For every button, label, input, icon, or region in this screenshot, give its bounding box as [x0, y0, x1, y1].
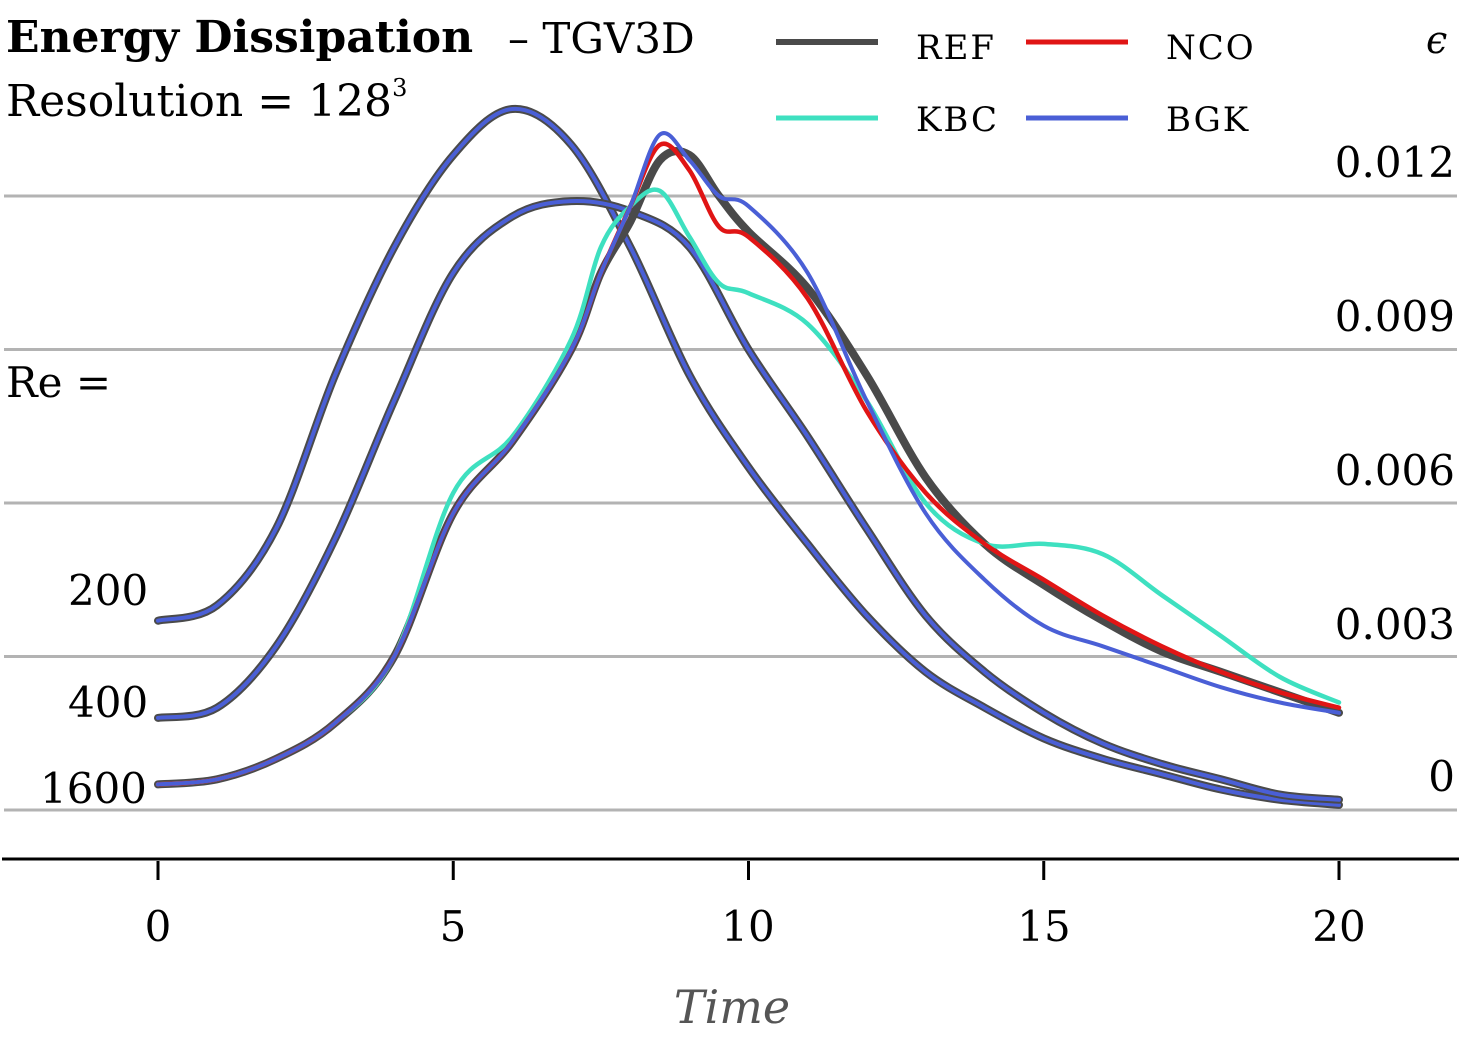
- chart-subtitle: Resolution = 1283: [6, 74, 407, 127]
- x-tick-label-20: 20: [1312, 902, 1366, 951]
- series-ref-re-200: [154, 104, 1343, 809]
- y-tick-label-0.006: 0.006: [1334, 446, 1455, 495]
- chart-title: Energy Dissipation: [6, 12, 474, 63]
- x-tick-label-10: 10: [721, 902, 775, 951]
- y-tick-label-0.003: 0.003: [1334, 600, 1455, 649]
- subtitle-text: Resolution = 128: [6, 76, 393, 127]
- legend-label-kbc: KBC: [916, 100, 1000, 140]
- legend-label-bgk: BGK: [1166, 100, 1251, 140]
- series-lines: [154, 104, 1343, 809]
- chart-title-suffix: – TGV3D: [508, 14, 695, 63]
- series-bgk-re-200: [156, 106, 1341, 807]
- grid-lines: [4, 194, 1457, 812]
- x-tick-label-0: 0: [144, 902, 172, 951]
- x-axis: [2, 857, 1459, 880]
- re-value-400: 400: [68, 678, 149, 727]
- subtitle-exponent: 3: [392, 74, 408, 102]
- x-tick-label-15: 15: [1017, 902, 1071, 951]
- legend-label-nco: NCO: [1166, 28, 1256, 68]
- y-tick-label-0: 0: [1428, 752, 1455, 801]
- x-tick-label-5: 5: [439, 902, 467, 951]
- series-bgk-re-1600: [156, 131, 1341, 787]
- legend-label-ref: REF: [916, 28, 997, 68]
- legend-swatches: [776, 39, 1128, 121]
- y-tick-label-0.009: 0.009: [1334, 292, 1455, 341]
- re-value-200: 200: [68, 566, 149, 615]
- re-value-1600: 1600: [40, 764, 147, 813]
- re-label: Re =: [6, 358, 112, 407]
- y-tick-label-0.012: 0.012: [1334, 138, 1455, 187]
- series-kbc-re-1600: [155, 187, 1342, 787]
- series-bgk-re-400: [156, 198, 1341, 802]
- y-axis-symbol: ϵ: [1426, 18, 1448, 62]
- x-axis-label: Time: [673, 980, 791, 1034]
